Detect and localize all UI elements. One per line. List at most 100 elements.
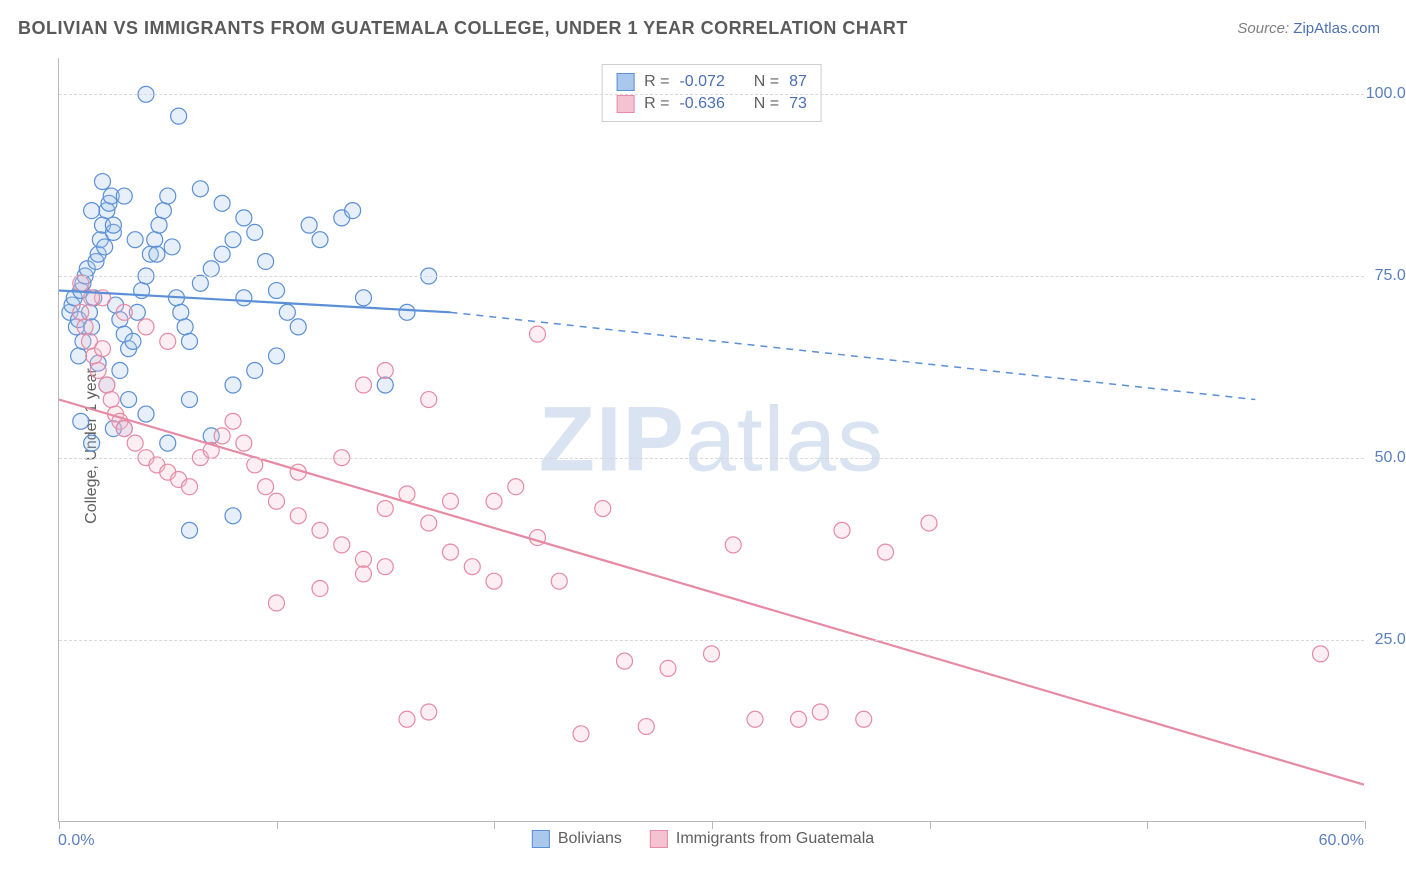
data-point (90, 362, 106, 378)
data-point (551, 573, 567, 589)
data-point (301, 217, 317, 233)
data-point (247, 224, 263, 240)
data-point (269, 283, 285, 299)
data-point (192, 181, 208, 197)
data-point (71, 348, 87, 364)
data-point (112, 362, 128, 378)
source-attribution: Source: ZipAtlas.com (1237, 20, 1380, 37)
data-point (182, 392, 198, 408)
data-point (90, 246, 106, 262)
data-point (177, 319, 193, 335)
data-point (290, 319, 306, 335)
data-point (77, 319, 93, 335)
data-point (81, 304, 97, 320)
data-point (75, 275, 91, 291)
data-point (182, 479, 198, 495)
data-point (121, 392, 137, 408)
r-label: R = (644, 95, 669, 113)
data-point (92, 232, 108, 248)
data-point (182, 522, 198, 538)
data-point (312, 522, 328, 538)
data-point (142, 246, 158, 262)
data-point (81, 333, 97, 349)
data-point (160, 188, 176, 204)
x-tick (1147, 821, 1148, 829)
trend-line (59, 291, 451, 313)
data-point (617, 653, 633, 669)
n-label: N = (754, 95, 779, 113)
data-point (95, 290, 111, 306)
source-link[interactable]: ZipAtlas.com (1293, 20, 1380, 37)
data-point (225, 377, 241, 393)
data-point (71, 312, 87, 328)
data-point (258, 479, 274, 495)
data-point (64, 297, 80, 313)
data-point (108, 297, 124, 313)
y-tick-label: 25.0% (1375, 631, 1406, 649)
gridline (59, 640, 1364, 641)
data-point (377, 559, 393, 575)
r-label: R = (644, 73, 669, 91)
data-point (105, 421, 121, 437)
data-point (88, 253, 104, 269)
gridline (59, 458, 1364, 459)
data-point (151, 217, 167, 233)
data-point (269, 493, 285, 509)
data-point (73, 275, 89, 291)
n-label: N = (754, 73, 779, 91)
data-point (134, 283, 150, 299)
data-point (258, 253, 274, 269)
y-tick-label: 75.0% (1375, 267, 1406, 285)
data-point (121, 341, 137, 357)
data-point (99, 377, 115, 393)
data-point (214, 246, 230, 262)
data-point (138, 319, 154, 335)
legend-item-guatemala: Immigrants from Guatemala (650, 830, 874, 848)
watermark-bold: ZIP (539, 388, 685, 490)
legend-item-bolivians: Bolivians (532, 830, 622, 848)
data-point (138, 406, 154, 422)
data-point (116, 304, 132, 320)
data-point (704, 646, 720, 662)
data-point (530, 530, 546, 546)
data-point (171, 108, 187, 124)
stats-row-guatemala: R = -0.636 N = 73 (616, 93, 807, 115)
data-point (356, 566, 372, 582)
data-point (68, 319, 84, 335)
data-point (192, 275, 208, 291)
data-point (921, 515, 937, 531)
data-point (279, 304, 295, 320)
x-tick (494, 821, 495, 829)
data-point (236, 210, 252, 226)
data-point (1313, 646, 1329, 662)
data-point (149, 246, 165, 262)
data-point (345, 203, 361, 219)
n-value-bolivians: 87 (789, 73, 807, 91)
legend-label-guatemala: Immigrants from Guatemala (676, 830, 874, 848)
data-point (377, 362, 393, 378)
data-point (105, 217, 121, 233)
y-tick-label: 50.0% (1375, 449, 1406, 467)
data-point (84, 435, 100, 451)
data-point (105, 224, 121, 240)
data-point (421, 392, 437, 408)
data-point (116, 326, 132, 342)
gridline (59, 94, 1364, 95)
data-point (99, 203, 115, 219)
data-point (99, 377, 115, 393)
data-point (791, 711, 807, 727)
data-point (214, 195, 230, 211)
x-tick (59, 821, 60, 829)
data-point (160, 333, 176, 349)
x-axis-max-label: 60.0% (1319, 832, 1364, 850)
data-point (149, 457, 165, 473)
data-point (160, 435, 176, 451)
data-point (116, 188, 132, 204)
data-point (247, 362, 263, 378)
data-point (171, 471, 187, 487)
data-point (225, 232, 241, 248)
x-tick (712, 821, 713, 829)
legend-bottom: Bolivians Immigrants from Guatemala (532, 830, 874, 848)
data-point (225, 508, 241, 524)
data-point (377, 501, 393, 517)
